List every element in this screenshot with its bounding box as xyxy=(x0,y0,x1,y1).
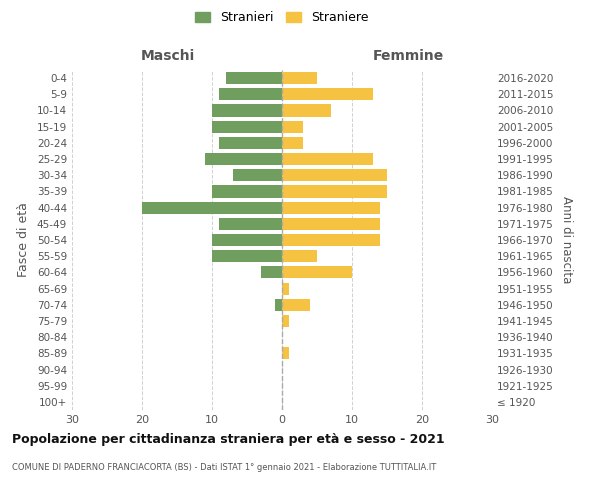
Bar xyxy=(212,120,282,132)
Bar xyxy=(275,298,282,311)
Bar xyxy=(212,186,282,198)
Bar xyxy=(282,348,289,360)
Bar xyxy=(212,250,282,262)
Legend: Stranieri, Straniere: Stranieri, Straniere xyxy=(190,6,374,29)
Bar xyxy=(282,282,289,294)
Bar xyxy=(282,250,317,262)
Bar xyxy=(282,266,352,278)
Bar xyxy=(282,153,373,165)
Bar xyxy=(282,88,373,101)
Bar xyxy=(282,298,310,311)
Text: COMUNE DI PADERNO FRANCIACORTA (BS) - Dati ISTAT 1° gennaio 2021 - Elaborazione : COMUNE DI PADERNO FRANCIACORTA (BS) - Da… xyxy=(12,462,436,471)
Bar xyxy=(282,218,380,230)
Text: Maschi: Maschi xyxy=(141,48,195,62)
Bar xyxy=(212,234,282,246)
Bar xyxy=(282,137,303,149)
Y-axis label: Anni di nascita: Anni di nascita xyxy=(560,196,573,284)
Bar xyxy=(282,169,387,181)
Bar xyxy=(142,202,282,213)
Bar xyxy=(219,218,282,230)
Bar xyxy=(219,88,282,101)
Bar xyxy=(219,137,282,149)
Bar xyxy=(282,104,331,117)
Bar xyxy=(282,72,317,84)
Bar xyxy=(226,72,282,84)
Bar xyxy=(261,266,282,278)
Text: Femmine: Femmine xyxy=(373,48,443,62)
Text: Popolazione per cittadinanza straniera per età e sesso - 2021: Popolazione per cittadinanza straniera p… xyxy=(12,432,445,446)
Y-axis label: Fasce di età: Fasce di età xyxy=(17,202,30,278)
Bar xyxy=(282,315,289,327)
Bar xyxy=(212,104,282,117)
Bar xyxy=(233,169,282,181)
Bar xyxy=(282,120,303,132)
Bar xyxy=(205,153,282,165)
Bar xyxy=(282,234,380,246)
Bar xyxy=(282,202,380,213)
Bar xyxy=(282,186,387,198)
